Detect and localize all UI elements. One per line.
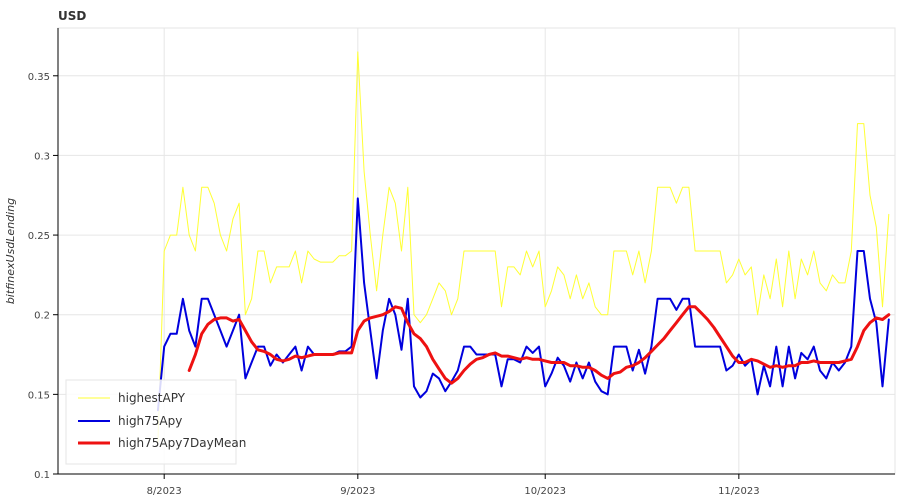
x-tick-label: 11/2023	[718, 486, 760, 497]
y-tick-label: 0.15	[28, 390, 50, 401]
y-tick-label: 0.2	[34, 311, 50, 322]
series-line-high75apy7daymean	[187, 305, 891, 385]
gridlines	[58, 28, 895, 475]
x-tick-label: 9/2023	[340, 486, 375, 497]
x-ticks: 8/2023 9/2023 10/2023 11/2023	[147, 474, 760, 497]
series-line-high75apy	[156, 197, 890, 412]
y-tick-label: 0.3	[34, 151, 50, 162]
series-line-highestapy	[157, 51, 890, 443]
chart-title: USD	[58, 9, 86, 23]
x-tick-label: 8/2023	[147, 486, 182, 497]
axes	[57, 28, 895, 475]
y-tick-label: 0.25	[28, 231, 50, 242]
legend-label-highestapy: highestAPY	[118, 391, 186, 405]
legend-label-high75apy: high75Apy	[118, 414, 182, 428]
y-axis-label: bitfinexUsdLending	[4, 198, 17, 304]
x-tick-label: 10/2023	[524, 486, 566, 497]
y-ticks: 0.1 0.15 0.2 0.25 0.3 0.35	[28, 72, 58, 481]
legend-label-high75apy7daymean: high75Apy7DayMean	[118, 436, 246, 450]
legend: highestAPY high75Apy high75Apy7DayMean	[65, 379, 246, 465]
series-layer	[156, 51, 891, 443]
y-tick-label: 0.1	[34, 470, 50, 481]
y-tick-label: 0.35	[28, 72, 50, 83]
